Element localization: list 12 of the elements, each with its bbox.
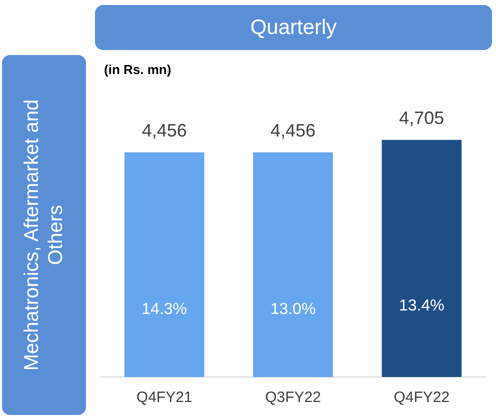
- x-tick-label: Q3FY22: [265, 389, 321, 406]
- x-tick-label: Q4FY22: [394, 389, 450, 406]
- chart-title: Quarterly: [95, 5, 492, 50]
- data-label: 4,705: [399, 108, 444, 128]
- data-label: 4,456: [270, 120, 316, 140]
- annotation: 14.3%: [142, 301, 188, 318]
- annotation: 13.0%: [270, 301, 316, 318]
- y-axis-title: Mechatronics, Aftermarket and Others: [20, 98, 68, 373]
- x-tick-label: Q4FY21: [136, 389, 192, 406]
- annotation: 13.4%: [398, 297, 444, 314]
- chart-subtitle: (in Rs. mn): [104, 62, 172, 77]
- data-label: 4,456: [142, 120, 187, 140]
